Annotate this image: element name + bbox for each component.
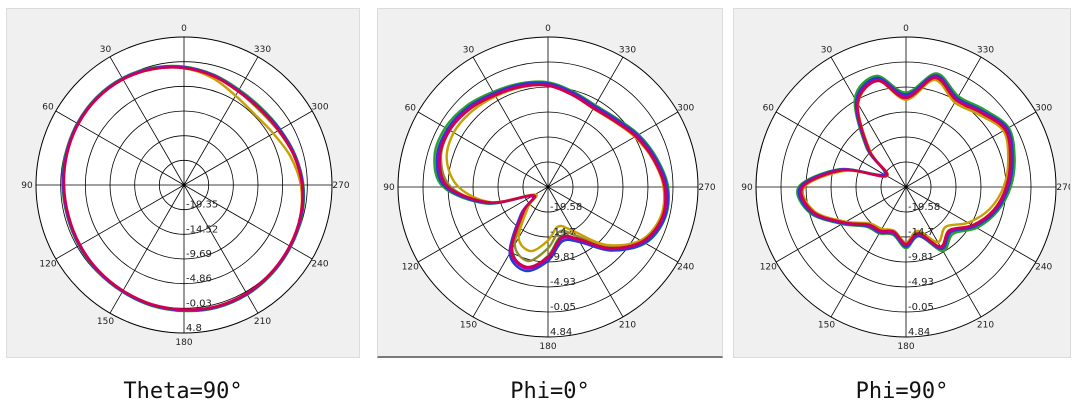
polar-radial-tick-label: -4.93 [908,277,934,288]
polar-angle-label: 90 [741,183,753,193]
polar-angle-label: 0 [545,24,551,34]
polar-angle-label: 30 [100,45,112,55]
polar-radial-tick-label: -9.81 [550,252,576,263]
polar-angle-label: 120 [402,263,419,273]
polar-angle-label: 240 [1035,263,1052,273]
polar-angle-label: 150 [460,321,477,331]
polar-angle-label: 300 [311,103,328,113]
polar-angle-label: 60 [405,104,417,114]
polar-series-line [62,66,304,311]
polar-radial-tick-label: -0.05 [550,302,576,313]
polar-grid-spoke [905,111,1037,188]
polar-radial-tick-label: 4.84 [550,327,572,338]
polar-angle-label: 210 [619,321,636,331]
polar-chart-phi90: 0 30 60 90 120 150 180 210 240 270 300 330 -19.58 -14… [733,8,1071,358]
polar-grid-spoke [830,56,907,188]
polar-angle-label: 120 [39,260,56,270]
polar-angle-label: 90 [383,183,395,193]
chart-caption-phi90: Phi=90° [855,379,949,404]
polar-grid-spoke [830,186,907,318]
polar-angle-label: 300 [677,104,694,114]
polar-angle-label: 270 [332,181,349,191]
polar-series-line [438,83,667,269]
polar-radial-tick-label: -4.86 [186,274,212,285]
polar-angle-label: 30 [821,45,833,55]
polar-grid-spoke [183,110,313,186]
polar-angle-label: 0 [903,24,909,34]
polar-angle-label: 240 [677,263,694,273]
polar-radial-tick-label: -19.58 [908,202,940,213]
polar-grid-spoke [905,186,1037,263]
polar-angle-label: 90 [21,181,33,191]
polar-angle-label: 180 [539,342,556,352]
polar-plot-svg: 0 30 60 90 120 150 180 210 240 270 300 330 -19.35 -14… [21,24,350,348]
polar-grid-spoke [472,56,549,188]
polar-grid-spoke [183,56,259,186]
polar-angle-label: 30 [463,45,475,55]
polar-radial-tick-label: -19.35 [186,200,218,211]
polar-angle-label: 330 [254,45,271,55]
polar-radial-tick-label: -9.69 [186,249,212,260]
polar-grid-spoke [547,56,624,188]
polar-radial-tick-label: -19.58 [550,202,582,213]
polar-angle-label: 270 [1056,183,1070,193]
polar-radial-tick-label: -14.7 [908,227,934,238]
polar-angle-label: 270 [698,183,715,193]
polar-radial-tick-label: 4.8 [186,323,202,334]
polar-angle-label: 210 [254,317,271,327]
polar-series-line [435,81,670,273]
chart-caption-phi0: Phi=0° [510,379,590,404]
polar-angle-label: 300 [1035,104,1052,114]
polar-angle-label: 150 [97,317,114,327]
polar-grid-spoke [417,111,549,188]
polar-radial-tick-label: -9.81 [908,252,934,263]
polar-angle-label: 210 [977,321,994,331]
polar-angle-label: 180 [175,338,192,348]
polar-grid-spoke [547,186,679,263]
polar-angle-label: 0 [181,24,187,34]
polar-angle-label: 240 [311,260,328,270]
polar-chart-phi0: 0 30 60 90 120 150 180 210 240 270 300 330 -19.58 -14… [377,8,723,358]
polar-radial-tick-label: -0.05 [908,302,934,313]
polar-radial-tick-label: -0.03 [186,298,212,309]
polar-angle-label: 120 [760,263,777,273]
polar-grid-spoke [183,184,259,314]
polar-radial-tick-label: 4.84 [908,327,930,338]
polar-angle-label: 180 [897,342,914,352]
chart-caption-theta90: Theta=90° [123,379,243,404]
polar-series-line [800,76,1012,248]
polar-grid-spoke [417,186,549,263]
polar-chart-theta90: 0 30 60 90 120 150 180 210 240 270 300 330 -19.35 -14… [6,8,360,358]
polar-angle-label: 60 [763,104,775,114]
polar-angle-label: 150 [818,321,835,331]
polar-angle-label: 330 [977,45,994,55]
polar-grid-spoke [905,56,982,188]
polar-radial-tick-label: -14.52 [186,224,218,235]
polar-grid-spoke [547,111,679,188]
polar-radial-tick-label: -14.7 [550,227,576,238]
polar-plot-svg: 0 30 60 90 120 150 180 210 240 270 300 330 -19.58 -14… [741,24,1070,352]
polar-angle-label: 60 [42,103,54,113]
polar-plot-svg: 0 30 60 90 120 150 180 210 240 270 300 330 -19.58 -14… [383,24,716,352]
polar-grid-spoke [547,186,624,318]
polar-radial-tick-label: -4.93 [550,277,576,288]
polar-angle-label: 330 [619,45,636,55]
polar-grid-spoke [55,184,185,260]
